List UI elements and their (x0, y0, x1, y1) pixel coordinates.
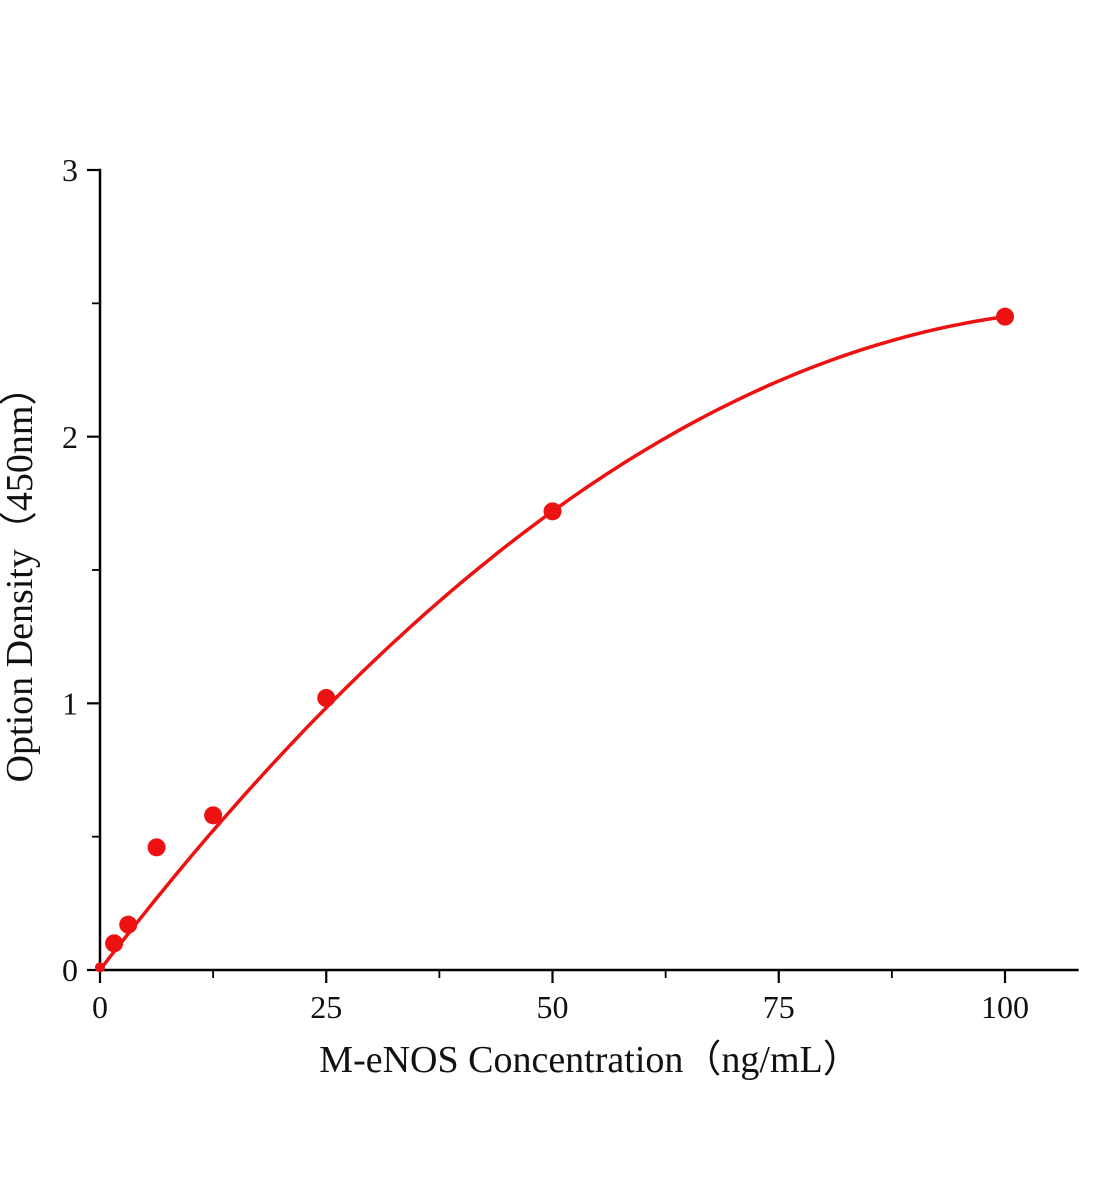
data-point (996, 307, 1014, 326)
x-tick-label: 100 (981, 989, 1029, 1025)
y-tick-label: 1 (62, 686, 78, 722)
fit-curve (98, 314, 1007, 972)
y-axis-title: Option Density（450nm） (0, 368, 41, 783)
y-tick-label: 3 (62, 152, 78, 188)
x-tick-label: 50 (537, 989, 569, 1025)
data-point (95, 962, 105, 973)
data-point (204, 806, 223, 825)
y-tick-label: 2 (62, 419, 78, 455)
data-point (317, 689, 336, 707)
data-point (119, 915, 138, 934)
x-tick-label: 0 (92, 989, 108, 1025)
data-point (543, 502, 562, 521)
x-tick-label: 75 (763, 989, 795, 1025)
plot-area: 0 25 50 75 100 0 1 2 3 (62, 152, 1079, 1025)
data-point (147, 838, 166, 857)
y-tick-label: 0 (62, 952, 78, 988)
x-axis-title: M-eNOS Concentration（ng/mL） (319, 1039, 860, 1081)
data-point (105, 934, 124, 953)
x-tick-label: 25 (310, 989, 342, 1025)
